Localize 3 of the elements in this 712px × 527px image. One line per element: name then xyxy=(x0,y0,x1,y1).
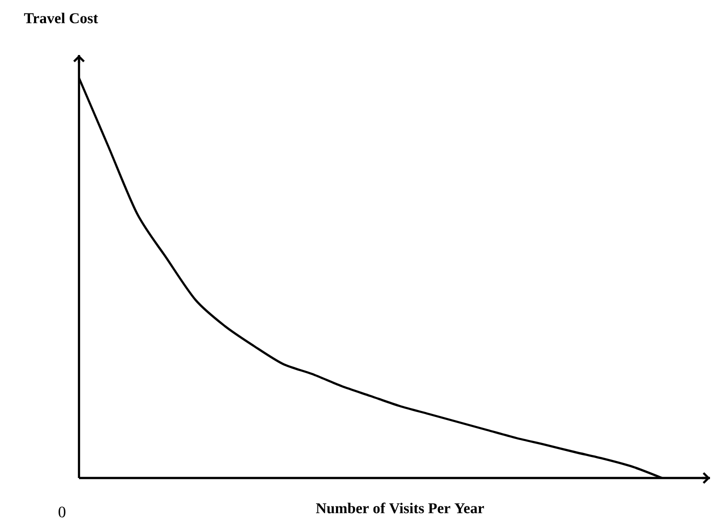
y-axis-title: Travel Cost xyxy=(24,12,98,24)
text: 0 xyxy=(58,506,66,518)
x-axis-title: Number of Visits Per Year xyxy=(316,502,484,514)
